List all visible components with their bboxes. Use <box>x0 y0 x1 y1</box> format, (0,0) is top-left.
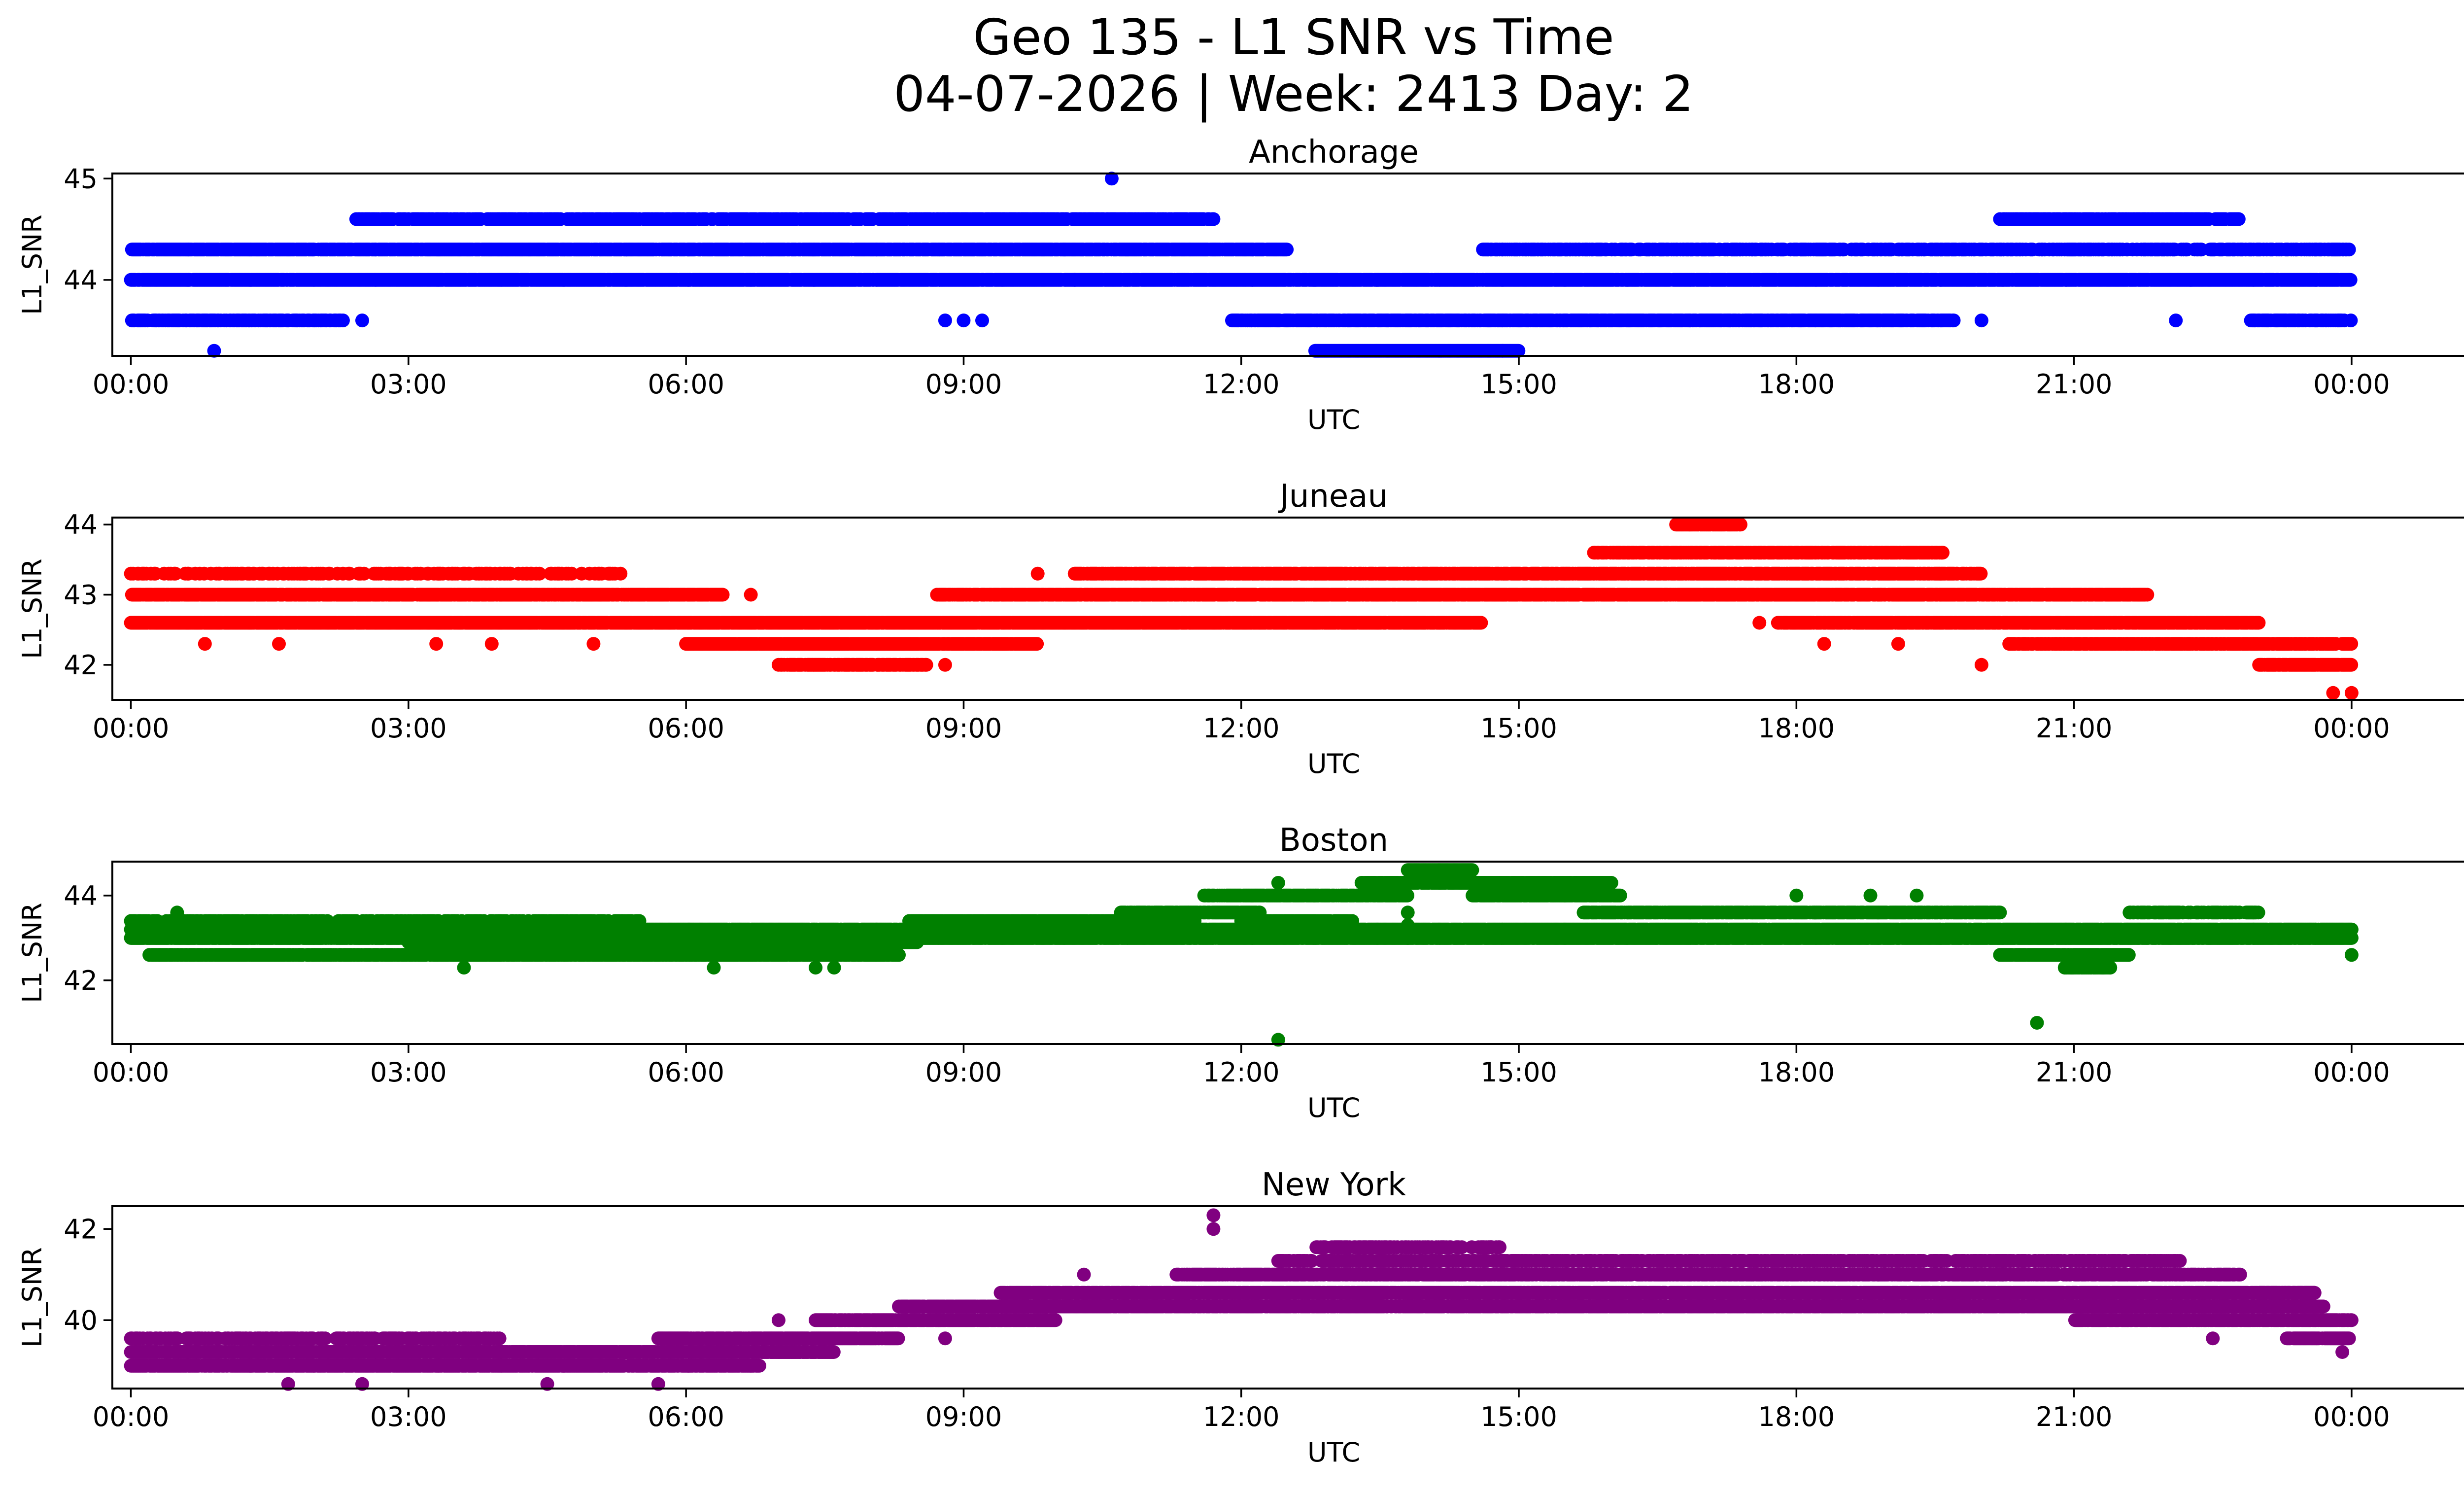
x-tick-label: 00:00 <box>2313 369 2390 400</box>
x-tick-label: 00:00 <box>93 369 170 400</box>
x-tick-label: 09:00 <box>925 369 1002 400</box>
subplot-panels: Anchorage 00:00 03:00 06:00 09:00 12:00 15:00 1… <box>17 134 2464 1468</box>
data-point <box>1947 313 1961 328</box>
data-series <box>124 172 2358 358</box>
subplot-title: Anchorage <box>1249 134 1419 171</box>
data-point <box>938 313 952 328</box>
data-point <box>1206 212 1221 226</box>
data-point <box>2231 212 2246 226</box>
data-point <box>2343 273 2358 287</box>
y-tick-label: 45 <box>64 163 98 194</box>
x-tick-label: 06:00 <box>648 369 724 400</box>
data-point <box>2344 313 2358 328</box>
y-axis-label: L1_SNR <box>17 214 48 315</box>
data-point <box>957 313 971 328</box>
subplot-anchorage: Anchorage 00:00 03:00 06:00 09:00 12:00 15:00 1… <box>17 134 2464 435</box>
data-point <box>975 313 989 328</box>
x-tick-label: 15:00 <box>1480 369 1557 400</box>
x-tick-label: 03:00 <box>370 369 447 400</box>
x-axis-label: UTC <box>1307 404 1360 435</box>
y-tick-label: 44 <box>64 265 98 296</box>
data-point <box>1974 313 1988 328</box>
data-point <box>355 313 369 328</box>
x-tick-label: 21:00 <box>2036 369 2113 400</box>
data-point <box>1067 273 1082 287</box>
figure-title-line-2: 04-07-2026 | Week: 2413 Day: 2 <box>893 65 1693 123</box>
data-point <box>2342 243 2356 257</box>
x-tick-label: 12:00 <box>1203 369 1280 400</box>
data-point <box>336 313 350 328</box>
figure-title-line-1: Geo 135 - L1 SNR vs Time <box>973 8 1614 66</box>
data-point <box>1280 243 1294 257</box>
data-point <box>2169 313 2183 328</box>
subplot-title: Juneau <box>1278 478 1388 515</box>
x-tick-label: 18:00 <box>1758 369 1835 400</box>
